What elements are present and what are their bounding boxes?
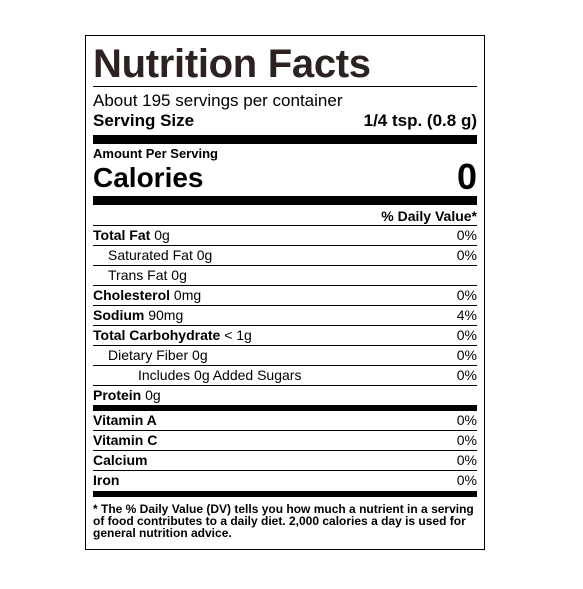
nutrient-row: Cholesterol 0mg 0% xyxy=(93,285,477,305)
nutrient-amount: 0g xyxy=(196,247,213,263)
nutrient-name: Total Carbohydrate xyxy=(93,327,221,343)
nutrient-name: Vitamin C xyxy=(93,432,158,448)
nutrient-name: Saturated Fat xyxy=(108,247,193,263)
nutrient-name: Includes 0g Added Sugars xyxy=(138,367,302,383)
nutrient-label: Sodium 90mg xyxy=(93,306,183,325)
divider xyxy=(93,135,477,144)
nutrient-label: Vitamin A xyxy=(93,411,157,430)
nutrient-label: Dietary Fiber 0g xyxy=(93,346,208,365)
divider xyxy=(93,405,477,411)
daily-value-header: % Daily Value* xyxy=(381,208,477,224)
nutrient-row: Protein 0g xyxy=(93,385,477,405)
daily-value: 0% xyxy=(456,367,477,383)
divider xyxy=(93,491,477,497)
nutrient-label: Includes 0g Added Sugars xyxy=(93,366,301,385)
daily-value: 0% xyxy=(456,227,477,243)
nutrient-amount: 0g xyxy=(154,227,170,243)
nutrient-amount: 0g xyxy=(192,347,208,363)
nutrient-row: Dietary Fiber 0g 0% xyxy=(93,345,477,365)
nutrient-row: Saturated Fat 0g 0% xyxy=(93,245,477,265)
daily-value: 0% xyxy=(456,452,477,468)
nutrient-amount: 0g xyxy=(171,267,187,283)
nutrient-row: Total Carbohydrate < 1g 0% xyxy=(93,325,477,345)
nutrient-row: Vitamin C 0% xyxy=(93,430,477,450)
nutrition-label: Nutrition Facts About 195 servings per c… xyxy=(85,35,485,550)
daily-value: 0% xyxy=(456,432,477,448)
nutrient-row: Trans Fat 0g xyxy=(93,265,477,285)
nutrient-name: Total Fat xyxy=(93,227,151,243)
nutrient-name: Dietary Fiber xyxy=(108,347,189,363)
serving-size: Serving Size 1/4 tsp. (0.8 g) xyxy=(93,111,477,131)
vitamin-list: Vitamin A 0% Vitamin C 0% Calcium 0% Iron 0% xyxy=(93,411,477,490)
title: Nutrition Facts xyxy=(93,42,477,87)
daily-value: 0% xyxy=(456,287,477,303)
nutrient-label: Total Fat 0g xyxy=(93,226,170,245)
nutrient-row: Calcium 0% xyxy=(93,450,477,470)
amount-per-serving: Amount Per Serving xyxy=(93,146,218,161)
nutrient-row: Iron 0% xyxy=(93,470,477,490)
nutrient-name: Trans Fat xyxy=(108,267,168,283)
nutrient-row: Vitamin A 0% xyxy=(93,411,477,430)
nutrient-amount: 0g xyxy=(145,387,161,403)
nutrient-label: Protein 0g xyxy=(93,386,161,405)
nutrient-name: Vitamin A xyxy=(93,412,157,428)
nutrient-name: Iron xyxy=(93,472,120,488)
nutrient-row: Total Fat 0g 0% xyxy=(93,225,477,245)
nutrient-label: Vitamin C xyxy=(93,431,157,450)
nutrient-label: Saturated Fat 0g xyxy=(93,246,212,265)
nutrient-label: Trans Fat 0g xyxy=(93,266,187,285)
nutrient-label: Iron xyxy=(93,471,119,490)
nutrient-name: Cholesterol xyxy=(93,287,171,303)
nutrient-name: Sodium xyxy=(93,307,145,323)
nutrient-row: Sodium 90mg 4% xyxy=(93,305,477,325)
calories-label: Calories xyxy=(93,162,204,193)
calories: Calories 0 xyxy=(93,156,477,197)
divider xyxy=(93,196,477,205)
nutrient-list: Total Fat 0g 0% Saturated Fat 0g 0% Trans Fa… xyxy=(93,225,477,405)
daily-value: 0% xyxy=(456,247,477,263)
servings: About 195 servings per container xyxy=(93,91,343,110)
footnote: * The % Daily Value (DV) tells you how m… xyxy=(93,502,474,540)
calories-value: 0 xyxy=(456,156,477,197)
daily-value: 0% xyxy=(456,412,477,428)
nutrient-row: Includes 0g Added Sugars 0% xyxy=(93,365,477,385)
nutrient-name: Calcium xyxy=(93,452,148,468)
serving-size-label: Serving Size xyxy=(93,111,195,130)
nutrient-label: Total Carbohydrate < 1g xyxy=(93,326,252,345)
daily-value: 0% xyxy=(456,347,477,363)
daily-value: 4% xyxy=(456,307,477,323)
nutrient-amount: 90mg xyxy=(148,307,184,323)
nutrient-name: Protein xyxy=(93,387,142,403)
daily-value: 0% xyxy=(456,472,477,488)
nutrient-amount: 0mg xyxy=(173,287,202,303)
nutrient-label: Cholesterol 0mg xyxy=(93,286,201,305)
nutrient-label: Calcium xyxy=(93,451,147,470)
nutrient-amount: < 1g xyxy=(224,327,252,343)
daily-value: 0% xyxy=(456,327,477,343)
serving-size-value: 1/4 tsp. (0.8 g) xyxy=(363,111,477,130)
